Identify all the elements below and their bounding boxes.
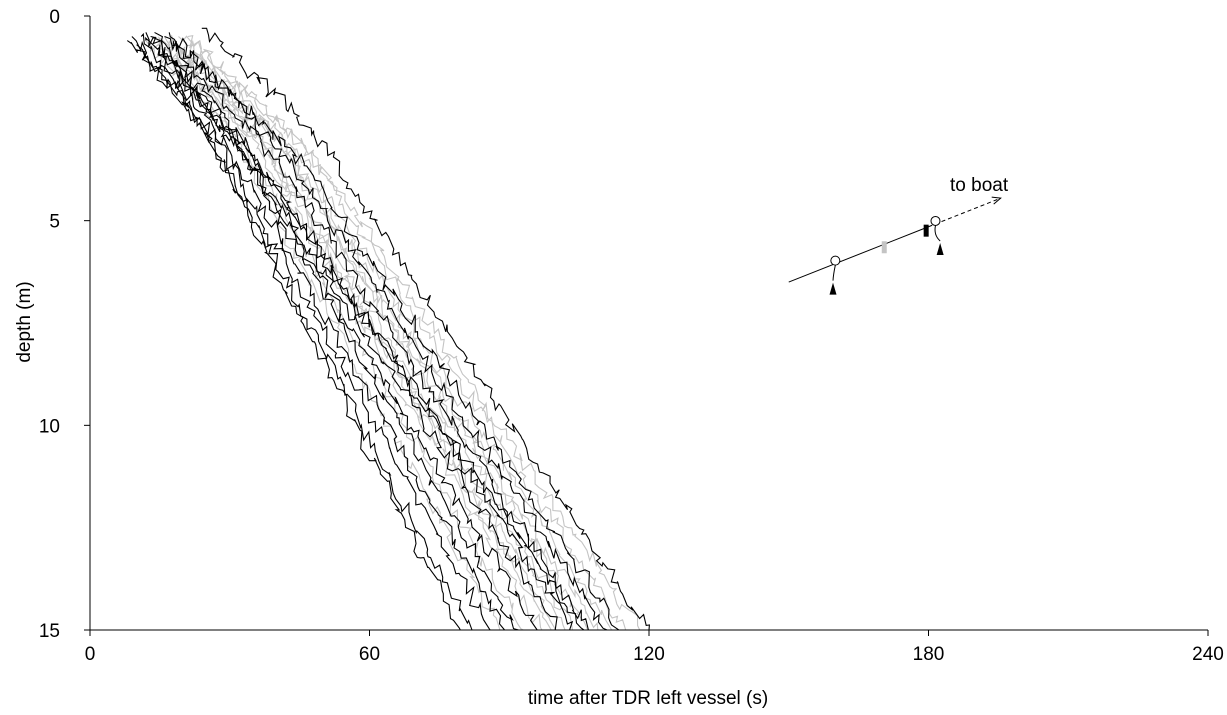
profile-dark-12 <box>201 27 651 631</box>
profile-dark-2 <box>136 44 491 631</box>
profile-light-8 <box>182 35 613 631</box>
x-tick-label-3: 180 <box>913 644 945 665</box>
y-tick-label-2: 10 <box>39 416 60 437</box>
x-tick-label-1: 60 <box>359 644 380 665</box>
profile-dark-10 <box>168 32 608 631</box>
profile-dark-1 <box>131 36 473 631</box>
profile-light-5 <box>168 40 575 631</box>
x-tick-label-4: 240 <box>1192 644 1224 665</box>
dropper-line-0 <box>832 265 836 281</box>
x-tick-label-2: 120 <box>633 644 665 665</box>
longline-diagram <box>788 196 1002 295</box>
longline-solid <box>788 226 929 283</box>
dropper-line-1 <box>934 225 941 242</box>
profile-light-0 <box>145 40 501 631</box>
y-axis-title: depth (m) <box>14 281 35 362</box>
y-tick-label-3: 15 <box>39 621 60 642</box>
profile-light-11 <box>164 48 552 631</box>
x-axis-title: time after TDR left vessel (s) <box>528 688 768 709</box>
profile-light-10 <box>191 40 641 631</box>
x-tick-label-0: 0 <box>85 644 96 665</box>
profile-dark-11 <box>172 40 622 631</box>
profile-dark-5 <box>145 36 538 631</box>
dive-profiles <box>126 27 651 631</box>
tdr-marker-0 <box>881 241 887 254</box>
profile-light-1 <box>150 42 524 631</box>
profile-light-9 <box>187 35 627 631</box>
arrow-icon <box>991 196 1002 205</box>
longline-dashed <box>928 197 1001 228</box>
profile-light-7 <box>178 36 599 631</box>
tdr-marker-1 <box>923 224 929 237</box>
float-icon-1 <box>930 215 941 226</box>
x-ticks: 0 60 120 180 240 <box>85 630 1224 665</box>
profile-dark-8 <box>158 44 586 631</box>
profile-dark-0 <box>126 40 461 631</box>
to-boat-label: to boat <box>950 175 1009 196</box>
y-tick-label-1: 5 <box>49 212 60 233</box>
float-icon-0 <box>830 255 841 266</box>
profile-dark-9 <box>164 35 589 631</box>
weight-icon-0 <box>829 282 837 295</box>
profile-dark-6 <box>150 35 561 631</box>
y-tick-label-0: 0 <box>49 7 60 28</box>
weight-icon-1 <box>936 242 944 255</box>
profile-light-4 <box>164 35 566 631</box>
profile-dark-7 <box>154 32 575 631</box>
profile-dark-3 <box>140 32 506 631</box>
y-ticks: 0 5 10 15 <box>39 7 90 642</box>
